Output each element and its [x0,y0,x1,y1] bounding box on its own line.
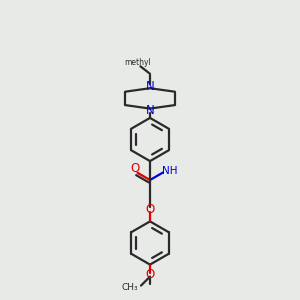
Text: O: O [146,203,154,216]
Text: CH₃: CH₃ [122,283,138,292]
Text: NH: NH [162,166,177,176]
Text: O: O [130,161,139,175]
Text: methyl: methyl [124,58,151,67]
Text: N: N [146,80,154,93]
Text: O: O [146,268,154,281]
Text: N: N [146,104,154,117]
